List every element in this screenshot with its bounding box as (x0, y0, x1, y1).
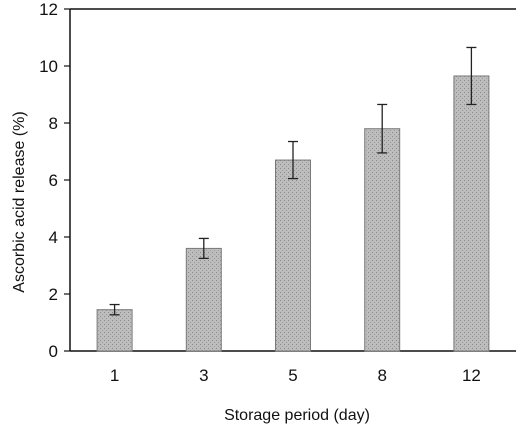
y-tick-label: 10 (39, 57, 58, 76)
bar (275, 159, 311, 352)
bar (453, 75, 490, 352)
x-tick-label: 12 (462, 366, 481, 385)
bars (96, 75, 490, 352)
y-tick-label: 6 (49, 171, 58, 190)
x-tick-label: 3 (199, 366, 208, 385)
x-tick-label: 1 (110, 366, 119, 385)
bar (96, 309, 133, 352)
y-axis-label: Ascorbic acid release (%) (11, 111, 28, 292)
y-tick-label: 8 (49, 114, 58, 133)
x-axis-ticks: 1 3 5 8 12 (110, 366, 481, 385)
x-axis-label: Storage period (day) (224, 407, 370, 424)
bar (364, 128, 401, 352)
y-axis-ticks: 0 2 4 6 8 10 12 (39, 0, 70, 361)
y-tick-label: 2 (49, 285, 58, 304)
y-tick-label: 12 (39, 0, 58, 19)
x-tick-label: 5 (288, 366, 297, 385)
error-bars (109, 46, 477, 316)
bar (185, 247, 222, 352)
x-tick-label: 8 (377, 366, 386, 385)
y-tick-label: 4 (49, 228, 58, 247)
y-tick-label: 0 (49, 342, 58, 361)
